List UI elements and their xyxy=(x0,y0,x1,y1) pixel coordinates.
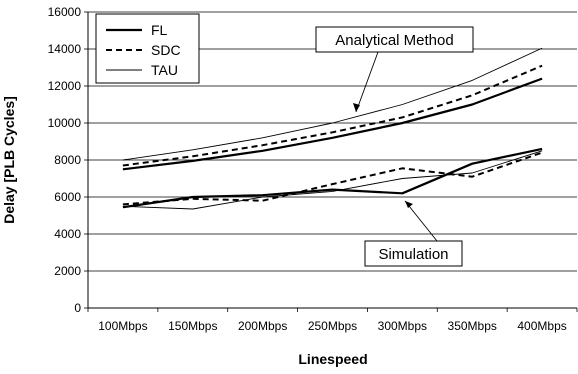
legend-label-sdc: SDC xyxy=(151,42,181,58)
annotations: Analytical Method Simulation xyxy=(315,26,474,267)
y-tick-label: 2000 xyxy=(54,264,81,278)
y-tick-label: 16000 xyxy=(48,5,82,19)
analytical-pointer-line xyxy=(355,51,379,113)
y-tick-label: 6000 xyxy=(54,190,81,204)
x-tick-label: 350Mbps xyxy=(448,319,497,333)
x-axis-title: Linespeed xyxy=(298,351,367,367)
analytical-pointer-arrowhead xyxy=(353,103,360,112)
legend-label-tau: TAU xyxy=(151,62,178,78)
simulation-label: Simulation xyxy=(378,246,448,263)
simulation-pointer-arrowhead xyxy=(405,201,413,208)
simulation-series-fl-line xyxy=(122,147,543,209)
analytical-label-box xyxy=(315,26,474,53)
analytical-label: Analytical Method xyxy=(335,32,453,49)
y-tick-label: 0 xyxy=(74,301,81,315)
y-tick-label: 14000 xyxy=(48,42,82,56)
x-axis-ticks: 100Mbps 150Mbps 200Mbps 250Mbps 300Mbps 350Mb… xyxy=(87,308,578,333)
legend-box xyxy=(95,13,200,84)
legend: FL SDC TAU xyxy=(95,13,200,84)
y-axis-ticks: 0 2000 4000 6000 8000 10000 12000 14000 16000 xyxy=(48,5,88,315)
simulation-series-tau-line xyxy=(122,150,543,210)
analytical-series-tau-line xyxy=(122,47,543,161)
x-tick-label: 400Mbps xyxy=(517,319,566,333)
x-tick-label: 150Mbps xyxy=(168,319,217,333)
y-tick-label: 8000 xyxy=(54,153,81,167)
y-tick-label: 12000 xyxy=(48,79,82,93)
legend-label-fl: FL xyxy=(151,22,168,38)
analytical-series-sdc-line xyxy=(122,64,543,167)
y-tick-label: 4000 xyxy=(54,227,81,241)
series-layer xyxy=(122,47,543,210)
y-tick-label: 10000 xyxy=(48,116,82,130)
analytical-series-fl-line xyxy=(122,77,543,171)
x-tick-label: 100Mbps xyxy=(98,319,147,333)
simulation-pointer-line xyxy=(404,200,438,242)
simulation-label-box xyxy=(364,240,463,267)
y-axis-title: Delay [PLB Cycles] xyxy=(1,96,17,224)
x-tick-label: 250Mbps xyxy=(308,319,357,333)
x-tick-label: 300Mbps xyxy=(378,319,427,333)
x-tick-label: 200Mbps xyxy=(238,319,287,333)
simulation-series-sdc-line xyxy=(122,151,543,206)
